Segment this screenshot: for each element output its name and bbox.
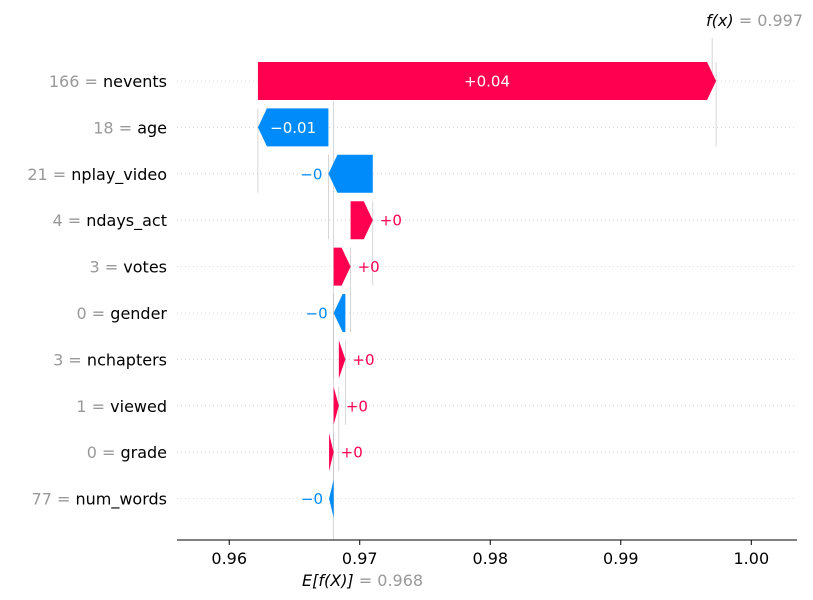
bar-label-viewed: +0 [346,397,368,415]
bar-viewed [333,386,339,425]
bar-label-grade: +0 [341,444,363,462]
feature-name: grade [120,443,167,462]
feature-name: nplay_video [71,165,167,185]
bar-nevents [257,62,717,100]
x-tick-label: 1.00 [734,549,770,568]
feature-label-age: 18 = age [93,118,167,137]
bar-votes [333,247,351,286]
feature-name: votes [123,258,167,277]
feature-value: 77 = [32,490,76,509]
bar-label-gender: −0 [306,305,328,323]
feature-label-grade: 0 = grade [87,443,167,462]
bar-label-nplay_video: −0 [300,165,322,183]
bar-label-nchapters: +0 [352,351,374,369]
feature-value: 18 = [93,118,137,137]
x-tick-label: 0.99 [603,549,639,568]
feature-labels: 166 = nevents 18 = age 21 = nplay_video 4 =… [27,72,167,510]
base-math: E[f(X)] [302,571,359,590]
bar-age [257,108,329,147]
feature-name: ndays_act [86,211,167,231]
x-tick-label: 0.96 [211,549,247,568]
feature-value: 21 = [27,165,71,184]
feature-label-gender: 0 = gender [77,304,168,323]
feature-name: nchapters [87,350,167,369]
feature-value: 4 = [52,211,86,230]
output-math: f(x) [706,11,739,30]
bar-ndays_act [350,201,373,240]
bar-num_words [329,479,334,518]
feature-label-nplay_video: 21 = nplay_video [27,165,167,185]
feature-name: nevents [103,72,167,91]
feature-value: 3 = [53,350,87,369]
feature-name: num_words [75,490,167,510]
base-value-label: E[f(X)] = 0.968 [302,571,423,590]
bar-nchapters [338,340,346,379]
feature-label-votes: 3 = votes [90,258,167,277]
x-tick-label: 0.98 [472,549,508,568]
feature-label-ndays_act: 4 = ndays_act [52,211,167,231]
feature-label-nchapters: 3 = nchapters [53,350,167,369]
feature-value: 0 = [77,304,111,323]
output-value: = 0.997 [739,11,803,30]
bar-label-num_words: −0 [301,490,323,508]
base-value: = 0.968 [359,571,423,590]
feature-label-viewed: 1 = viewed [76,397,167,416]
x-axis: 0.96 0.97 0.98 0.99 1.00 [177,539,797,568]
bar-nplay_video [328,154,373,193]
output-value-label: f(x) = 0.997 [706,11,803,30]
bar-label-age: −0.01 [270,119,316,137]
feature-name: viewed [110,397,167,416]
feature-value: 0 = [87,443,121,462]
feature-name: gender [110,304,167,323]
bar-label-votes: +0 [358,258,380,276]
feature-value: 3 = [90,258,124,277]
bars: +0.04 −0.01 −0 +0 +0 −0 +0 +0 +0 −0 [257,62,717,518]
feature-label-num_words: 77 = num_words [32,490,167,510]
feature-name: age [137,118,167,137]
bar-grade [329,433,334,472]
feature-value: 166 = [49,72,103,91]
bar-label-nevents: +0.04 [464,73,510,91]
feature-value: 1 = [76,397,110,416]
bar-label-ndays_act: +0 [380,212,402,230]
bar-gender [333,294,346,332]
feature-label-nevents: 166 = nevents [49,72,167,91]
x-tick-label: 0.97 [342,549,378,568]
